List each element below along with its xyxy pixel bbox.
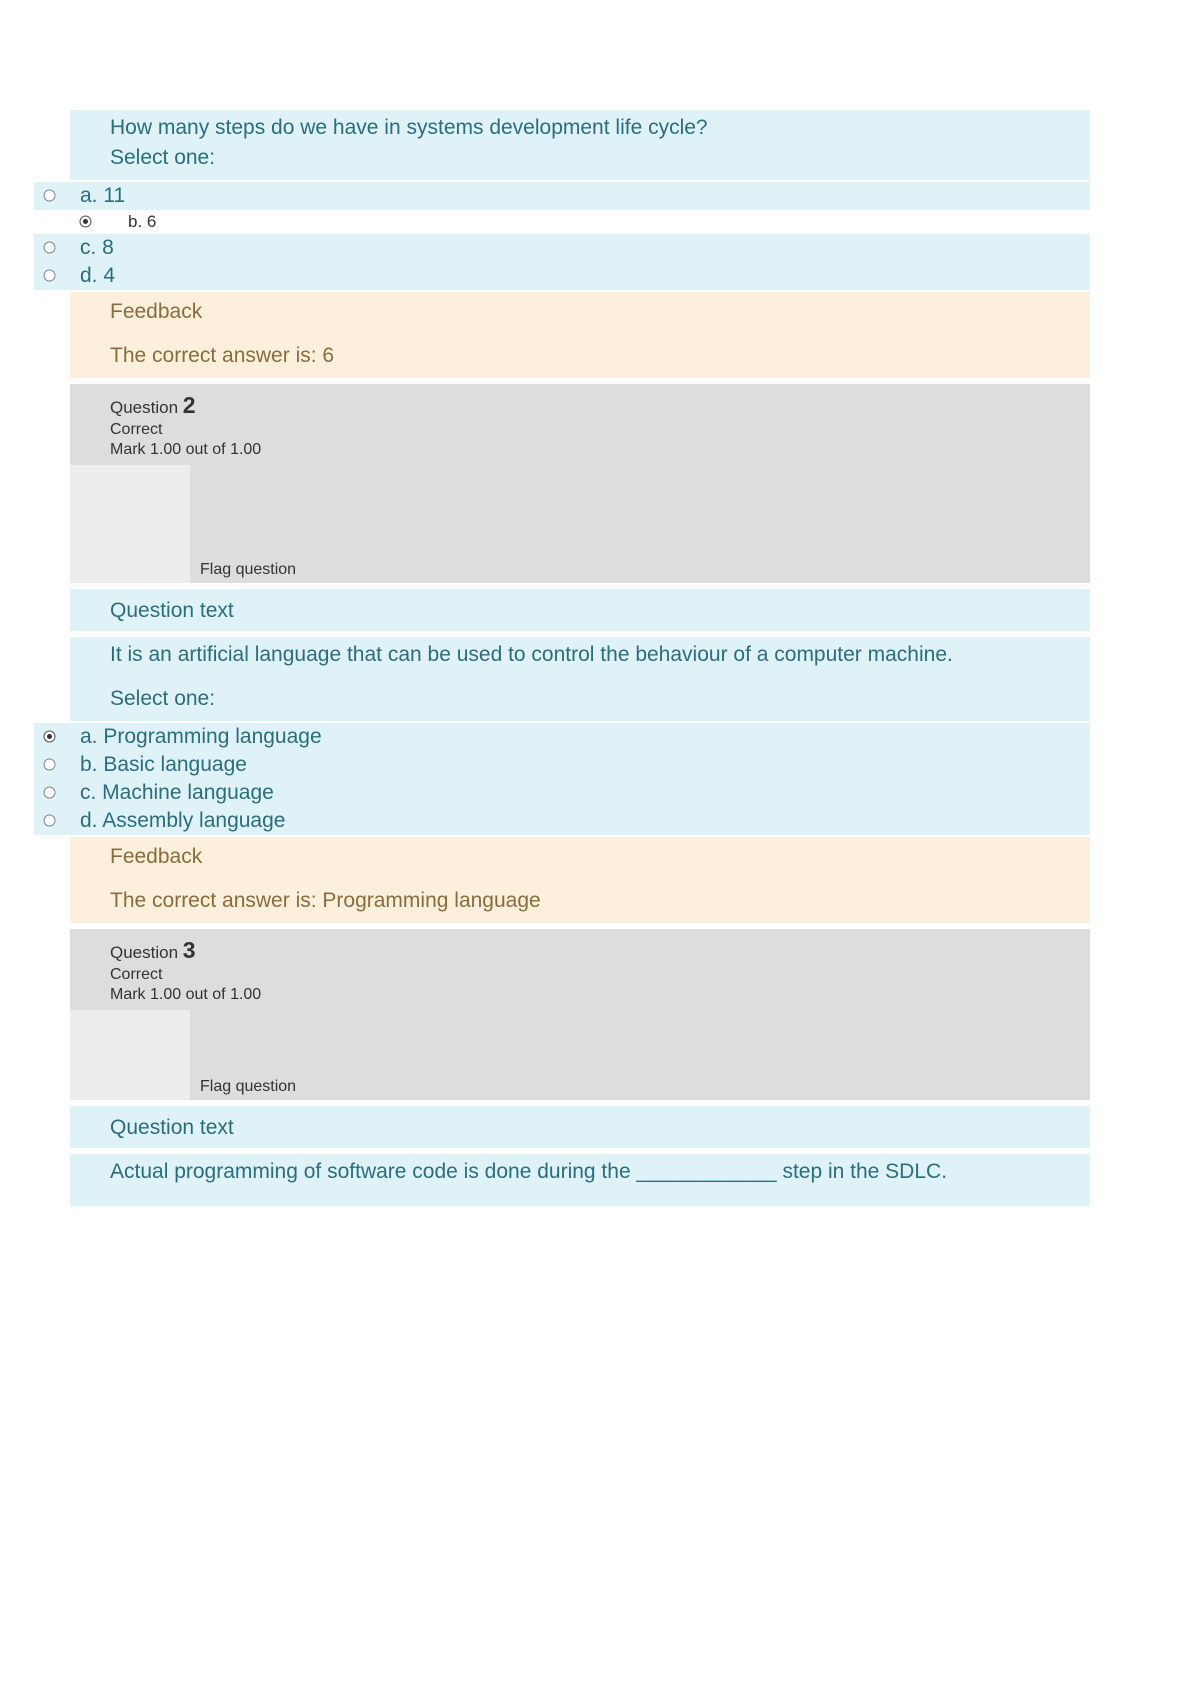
feedback-heading: Feedback [110,300,1090,344]
q2-option-b-row[interactable]: b. Basic language [34,751,1090,779]
radio-selected-icon [34,728,64,746]
q1-feedback: Feedback The correct answer is: 6 [70,292,1090,378]
question-number: 2 [183,392,196,418]
radio-unselected-icon [34,756,64,774]
q1-prompt: How many steps do we have in systems dev… [110,116,1090,146]
flag-region: Flag question [110,465,1090,583]
q2-select-one: Select one: [110,673,1090,715]
q2-option-d-row[interactable]: d. Assembly language [34,807,1090,835]
q2-option-c-row[interactable]: c. Machine language [34,779,1090,807]
q2-prompt: It is an artificial language that can be… [110,643,1090,673]
q1-select-one: Select one: [110,146,1090,174]
radio-unselected-icon [34,239,64,257]
question-label: Question 3 [110,937,1090,964]
q1-option-c: c. 8 [64,236,114,260]
question-status: Correct [110,419,1090,439]
q2-header: Question 2 Correct Mark 1.00 out of 1.00… [70,384,1090,583]
question-mark: Mark 1.00 out of 1.00 [110,439,1090,465]
q1-option-d: d. 4 [64,264,115,288]
radio-selected-icon [70,213,100,231]
q2-option-a: a. Programming language [64,725,322,749]
q1-option-b: b. 6 [100,212,156,232]
q3-text-heading: Question text [70,1106,1090,1148]
question-status: Correct [110,964,1090,984]
q2-option-b: b. Basic language [64,753,247,777]
quiz-page: How many steps do we have in systems dev… [0,0,1200,1206]
q2-block: It is an artificial language that can be… [70,637,1090,721]
q2-option-c: c. Machine language [64,781,274,805]
question-mark: Mark 1.00 out of 1.00 [110,984,1090,1010]
radio-unselected-icon [34,784,64,802]
question-label-text: Question [110,943,183,962]
question-label: Question 2 [110,392,1090,419]
feedback-heading: Feedback [110,845,1090,889]
q2-option-a-row[interactable]: a. Programming language [34,723,1090,751]
q2-feedback: Feedback The correct answer is: Programm… [70,837,1090,923]
flag-icon[interactable] [70,1010,190,1100]
q3-prompt: Actual programming of software code is d… [110,1160,1090,1190]
question-number: 3 [183,937,196,963]
q1-option-d-row[interactable]: d. 4 [34,262,1090,290]
radio-unselected-icon [34,812,64,830]
radio-unselected-icon [34,187,64,205]
q1-options: a. 11 b. 6 c. 8 d. 4 [70,182,1090,290]
flag-icon[interactable] [70,465,190,583]
radio-unselected-icon [34,267,64,285]
q2-option-d: d. Assembly language [64,809,285,833]
q3-block: Actual programming of software code is d… [70,1154,1090,1206]
feedback-answer: The correct answer is: 6 [110,344,1090,368]
flag-question-link[interactable]: Flag question [190,1078,296,1100]
q1-block: How many steps do we have in systems dev… [70,110,1090,180]
feedback-answer: The correct answer is: Programming langu… [110,889,1090,913]
q2-text-heading: Question text [70,589,1090,631]
q1-option-c-row[interactable]: c. 8 [34,234,1090,262]
question-label-text: Question [110,398,183,417]
flag-question-link[interactable]: Flag question [190,561,296,583]
q1-option-a-row[interactable]: a. 11 [34,182,1090,210]
q3-header: Question 3 Correct Mark 1.00 out of 1.00… [70,929,1090,1100]
q1-option-a: a. 11 [64,184,125,208]
q1-option-b-row[interactable]: b. 6 [34,210,1090,234]
flag-region: Flag question [110,1010,1090,1100]
q2-options: a. Programming language b. Basic languag… [70,723,1090,835]
